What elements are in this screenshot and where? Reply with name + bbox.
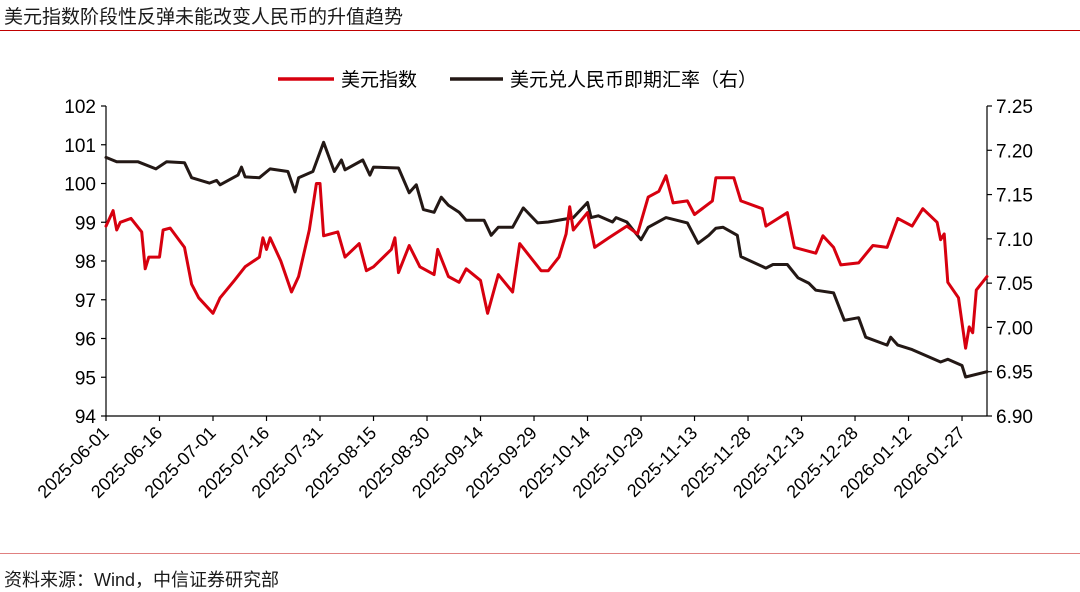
right-y-tick-label: 7.25: [996, 97, 1033, 118]
axes: 94 95 96 97 98 99 100 101 102 6.90 6.95 7.00 7.05 7.1…: [34, 97, 1033, 502]
series-lines: [104, 140, 989, 379]
left-y-tick-label: 94: [75, 407, 97, 428]
right-y-tick-label: 7.10: [996, 230, 1033, 251]
left-y-tick-label: 97: [75, 291, 96, 312]
left-y-tick-label: 96: [75, 330, 96, 351]
left-y-tick-label: 98: [75, 252, 96, 273]
right-y-tick-label: 7.20: [996, 141, 1033, 162]
right-y-tick-label: 6.95: [996, 363, 1033, 384]
legend-label-usdcny: 美元兑人民币即期汇率（右）: [510, 69, 757, 91]
legend: 美元指数 美元兑人民币即期汇率（右）: [278, 69, 757, 91]
right-y-tick-label: 6.90: [996, 407, 1033, 428]
left-y-tick-label: 102: [64, 97, 96, 118]
left-y-tick-label: 95: [75, 368, 96, 389]
usdcny-line: [104, 140, 989, 379]
left-y-tick-label: 99: [75, 213, 96, 234]
right-y-tick-label: 7.15: [996, 186, 1033, 207]
footer-divider: [0, 553, 1080, 554]
source-note: 资料来源：Wind，中信证券研究部: [4, 570, 280, 590]
dxy-line: [104, 174, 989, 350]
right-y-tick-label: 7.05: [996, 274, 1033, 295]
legend-label-dxy: 美元指数: [341, 69, 417, 91]
left-y-tick-label: 101: [64, 136, 96, 157]
left-y-tick-label: 100: [64, 175, 96, 196]
title-divider: [0, 30, 1080, 31]
chart-title: 美元指数阶段性反弹未能改变人民币的升值趋势: [4, 7, 404, 28]
right-y-tick-label: 7.00: [996, 318, 1033, 339]
